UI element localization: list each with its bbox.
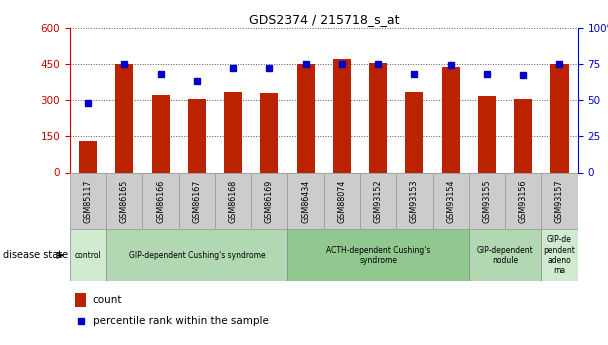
- Bar: [288, 172, 323, 229]
- Bar: [251, 172, 288, 229]
- Text: GSM88074: GSM88074: [337, 179, 347, 223]
- Bar: [469, 172, 505, 229]
- Text: GSM93157: GSM93157: [555, 179, 564, 223]
- Bar: [396, 172, 432, 229]
- Text: disease state: disease state: [3, 250, 68, 260]
- Text: ACTH-dependent Cushing's
syndrome: ACTH-dependent Cushing's syndrome: [326, 246, 430, 265]
- Text: GSM93153: GSM93153: [410, 179, 419, 223]
- Text: count: count: [93, 295, 122, 305]
- Bar: [323, 172, 360, 229]
- Bar: [297, 64, 315, 172]
- Text: GSM86166: GSM86166: [156, 179, 165, 223]
- Text: GSM86434: GSM86434: [301, 179, 310, 223]
- Bar: [116, 64, 133, 172]
- Bar: [106, 229, 288, 281]
- Bar: [70, 229, 106, 281]
- Bar: [478, 96, 496, 172]
- Text: percentile rank within the sample: percentile rank within the sample: [93, 316, 269, 326]
- Bar: [441, 68, 460, 172]
- Bar: [188, 99, 206, 172]
- Bar: [106, 172, 142, 229]
- Bar: [151, 95, 170, 172]
- Text: GSM86168: GSM86168: [229, 179, 238, 223]
- Text: GSM86167: GSM86167: [192, 179, 201, 223]
- Text: GSM93155: GSM93155: [482, 179, 491, 223]
- Title: GDS2374 / 215718_s_at: GDS2374 / 215718_s_at: [249, 13, 399, 27]
- Bar: [406, 92, 424, 172]
- Bar: [142, 172, 179, 229]
- Text: GIP-dependent
nodule: GIP-dependent nodule: [477, 246, 533, 265]
- Text: GSM86169: GSM86169: [265, 179, 274, 223]
- Bar: [333, 59, 351, 172]
- Bar: [79, 141, 97, 172]
- Bar: [541, 229, 578, 281]
- Bar: [541, 172, 578, 229]
- Bar: [432, 172, 469, 229]
- Bar: [360, 172, 396, 229]
- Bar: [469, 229, 541, 281]
- Text: control: control: [75, 251, 102, 260]
- Bar: [369, 63, 387, 172]
- Bar: [505, 172, 541, 229]
- Bar: [215, 172, 251, 229]
- Bar: [550, 64, 568, 172]
- Bar: [224, 92, 242, 172]
- Bar: [70, 172, 106, 229]
- Bar: [179, 172, 215, 229]
- Text: GSM93152: GSM93152: [374, 179, 382, 223]
- Text: GSM85117: GSM85117: [83, 179, 92, 223]
- Bar: [514, 99, 532, 172]
- Text: GSM93156: GSM93156: [519, 179, 528, 223]
- Bar: [288, 229, 469, 281]
- Text: GSM86165: GSM86165: [120, 179, 129, 223]
- Text: GIP-de
pendent
adeno
ma: GIP-de pendent adeno ma: [544, 235, 575, 275]
- Bar: [75, 293, 86, 306]
- Text: GIP-dependent Cushing's syndrome: GIP-dependent Cushing's syndrome: [128, 251, 265, 260]
- Text: GSM93154: GSM93154: [446, 179, 455, 223]
- Bar: [260, 93, 278, 172]
